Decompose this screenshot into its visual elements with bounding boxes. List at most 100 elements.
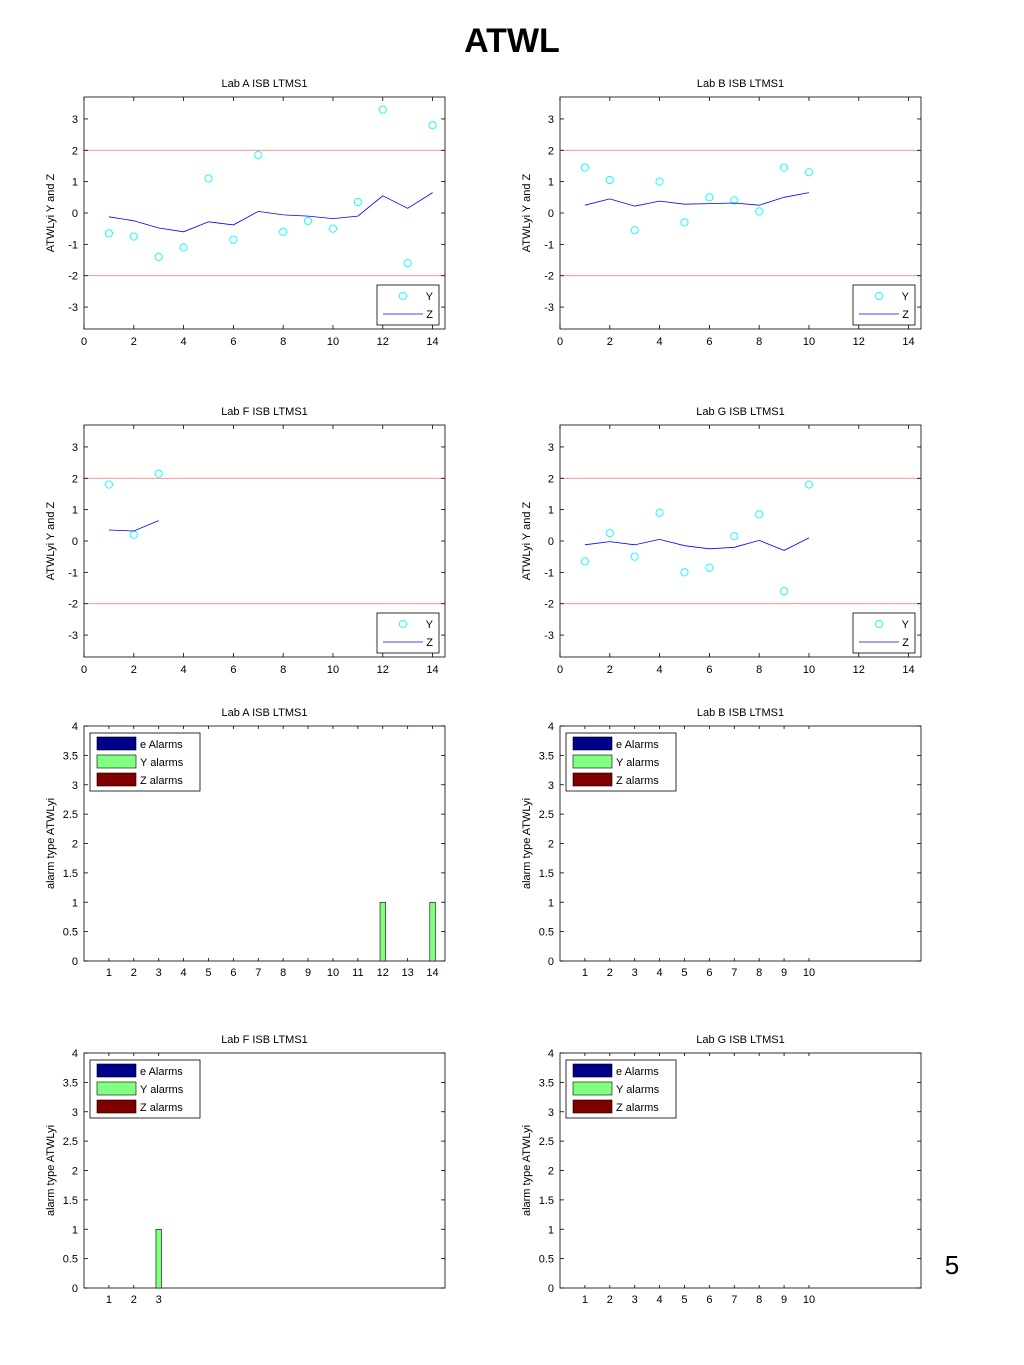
x-tick-label: 0 <box>557 336 563 348</box>
legend: e Alarms Y alarms Z alarms <box>565 1059 677 1119</box>
series-z-line <box>584 537 810 551</box>
chart-panel-8: Lab G ISB LTMS1 alarm type ATWLyi 0 0.5 1 1.5… <box>521 1034 922 1306</box>
x-tick-label: 8 <box>756 336 762 348</box>
chart-title: Lab B ISB LTMS1 <box>697 78 784 90</box>
x-tick-label: 11 <box>352 967 363 979</box>
x-tick-label: 6 <box>230 664 236 676</box>
series-y-point <box>680 568 689 577</box>
y-tick-label: 0.5 <box>63 1254 78 1266</box>
x-tick-label: 12 <box>853 664 865 676</box>
legend: YZ <box>852 612 916 654</box>
legend-label: e Alarms <box>140 1066 183 1078</box>
chart-title: Lab A ISB LTMS1 <box>221 78 307 90</box>
series-y-point <box>254 150 263 160</box>
y-tick-label: 2.5 <box>63 809 78 821</box>
x-tick-label: 10 <box>803 336 815 348</box>
y-tick-label: -2 <box>544 271 554 283</box>
legend-swatch <box>572 1063 613 1078</box>
series-y-point <box>755 510 764 519</box>
x-tick-label: 6 <box>230 336 236 348</box>
legend-marker-swatch <box>398 619 408 629</box>
y-tick-label: 2 <box>72 839 78 851</box>
series-y-point <box>605 529 614 538</box>
x-tick-label: 10 <box>803 664 815 676</box>
y-axis-label: ATWLyi Y and Z <box>45 173 57 252</box>
series-z-line <box>584 192 810 207</box>
y-tick-label: 2 <box>72 1166 78 1178</box>
x-tick-label: 12 <box>377 967 389 979</box>
y-tick-label: 0.5 <box>63 927 78 939</box>
x-tick-label: 2 <box>607 336 613 348</box>
legend-marker-swatch <box>398 291 408 301</box>
chart-title: Lab F ISB LTMS1 <box>221 1034 308 1046</box>
y-tick-label: 4 <box>548 1048 554 1060</box>
legend-marker-swatch <box>874 291 884 301</box>
x-tick-label: 6 <box>230 967 236 979</box>
x-tick-label: 4 <box>657 664 663 676</box>
series-y-point <box>304 216 313 225</box>
x-tick-label: 8 <box>280 336 286 348</box>
series-y-point <box>353 197 362 207</box>
series-y-point <box>428 121 437 130</box>
y-tick-label: 3 <box>548 780 554 792</box>
x-tick-label: 10 <box>803 967 815 979</box>
y-axis-label: ATWLyi Y and Z <box>45 501 57 580</box>
y-tick-label: 3.5 <box>63 750 78 762</box>
legend-label: Z alarms <box>140 775 183 787</box>
legend-label: e Alarms <box>616 739 659 751</box>
y-tick-label: 1.5 <box>63 868 78 880</box>
y-axis-label: alarm type ATWLyi <box>45 1125 57 1216</box>
x-tick-label: 4 <box>181 664 187 676</box>
x-tick-label: 6 <box>706 664 712 676</box>
y-tick-label: 4 <box>72 721 78 733</box>
series-y-point <box>179 243 188 252</box>
series-y-point <box>580 557 589 566</box>
page-title: ATWL <box>464 22 560 60</box>
y-tick-label: 3 <box>548 442 554 454</box>
series-y-point <box>755 207 764 216</box>
chart-panel-7: Lab F ISB LTMS1 alarm type ATWLyi 0 0.5 1 1.5… <box>45 1034 446 1306</box>
series-y-point <box>804 480 814 489</box>
x-tick-label: 6 <box>706 336 712 348</box>
x-tick-label: 9 <box>305 967 311 979</box>
legend-label: Y alarms <box>616 757 660 769</box>
x-tick-label: 7 <box>255 967 261 979</box>
series-y-point <box>630 226 639 235</box>
legend-box <box>376 612 440 654</box>
y-tick-label: -3 <box>544 302 554 314</box>
legend-swatch <box>96 772 137 787</box>
x-tick-label: 4 <box>657 336 663 348</box>
chart-title: Lab B ISB LTMS1 <box>697 707 784 719</box>
y-tick-label: 1 <box>72 177 78 189</box>
y-tick-label: 1 <box>548 505 554 517</box>
x-tick-label: 10 <box>327 967 339 979</box>
x-tick-label: 14 <box>426 664 438 676</box>
x-tick-label: 4 <box>657 967 663 979</box>
y-tick-label: 1.5 <box>539 1195 554 1207</box>
y-tick-label: 2 <box>548 839 554 851</box>
y-tick-label: 3 <box>72 1107 78 1119</box>
x-tick-label: 1 <box>582 967 588 979</box>
x-tick-label: 14 <box>902 336 914 348</box>
series-z-line <box>108 192 433 233</box>
y-tick-label: -2 <box>68 271 78 283</box>
chart-title: Lab G ISB LTMS1 <box>696 406 784 418</box>
legend-label: Z <box>902 309 909 321</box>
x-tick-label: 2 <box>607 967 613 979</box>
x-tick-label: 4 <box>657 1294 663 1306</box>
x-tick-label: 0 <box>557 664 563 676</box>
chart-title: Lab F ISB LTMS1 <box>221 406 308 418</box>
y-tick-label: 3 <box>72 780 78 792</box>
x-tick-label: 1 <box>582 1294 588 1306</box>
y-tick-label: 2 <box>72 473 78 485</box>
series-y-point <box>680 218 689 227</box>
bar <box>429 901 436 962</box>
y-tick-label: 2.5 <box>539 1136 554 1148</box>
x-tick-label: 12 <box>377 664 389 676</box>
legend-box <box>852 612 916 654</box>
legend-label: Y alarms <box>140 757 184 769</box>
legend-label: Z <box>426 309 433 321</box>
x-tick-label: 8 <box>280 664 286 676</box>
series-y-point <box>154 469 163 478</box>
